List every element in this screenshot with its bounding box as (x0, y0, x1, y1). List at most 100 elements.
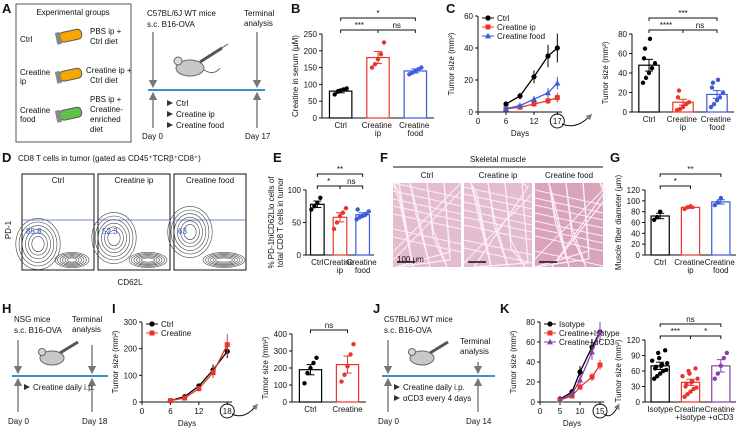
fiber-border (392, 190, 462, 261)
legend-label: Creatine ip (497, 23, 536, 32)
data-point (654, 214, 660, 220)
y-tick-label: 120 (627, 336, 641, 345)
x-tick-label: 12 (530, 117, 539, 126)
marker (224, 342, 230, 348)
box-title: Experimental groups (36, 8, 109, 17)
sig-bracket (339, 185, 364, 189)
sig-bracket (659, 185, 691, 189)
x-tick-label: 12 (194, 407, 203, 416)
fiber-border (473, 182, 529, 268)
contour (67, 257, 77, 263)
fiber-border (409, 182, 431, 268)
fiber-border (392, 190, 462, 207)
marker (577, 369, 583, 375)
y-tick-label: 40 (464, 44, 473, 53)
marker (554, 45, 560, 51)
data-point (372, 62, 378, 67)
data-point (331, 226, 337, 232)
x-tick-label: 10 (576, 407, 585, 416)
mice: NSG mice (14, 315, 51, 324)
contour (215, 257, 233, 263)
y-tick-label: 0 (313, 114, 318, 123)
data-point (664, 361, 670, 366)
sig-bracket (316, 173, 364, 177)
marker (503, 101, 509, 107)
fiber-border (392, 182, 462, 199)
sig-label: ns (696, 21, 704, 30)
marker (597, 362, 603, 368)
legend-label: Ctrl (161, 320, 174, 329)
fiber-border (392, 182, 414, 268)
panel-label: K (500, 301, 510, 316)
marker (589, 374, 595, 380)
data-point (655, 350, 661, 356)
fiber-border (551, 182, 607, 268)
marker (531, 74, 537, 80)
data-point (652, 61, 658, 66)
data-point (659, 362, 665, 367)
arm: αCD3 every 4 days (403, 394, 471, 403)
data-point (710, 80, 716, 85)
panel-label: J (373, 301, 380, 316)
y-tick-label: 60 (526, 338, 535, 347)
series-line (170, 344, 228, 402)
y-tick-label: 150 (304, 64, 318, 73)
y-tick-label: 80 (631, 208, 640, 217)
legend-label: Creatine food (497, 32, 545, 41)
data-point (355, 207, 360, 212)
fiber-border (463, 209, 533, 226)
data-point (315, 200, 320, 206)
marker (517, 102, 523, 108)
x-tick-label: 5 (558, 407, 563, 416)
contour (18, 221, 58, 267)
data-point (715, 200, 721, 205)
sig-label: * (327, 177, 330, 186)
y-tick-label: 60 (464, 12, 473, 21)
x-tick-label: Creatine +αCD3 (705, 405, 737, 422)
data-point (337, 213, 343, 219)
data-point (656, 355, 662, 361)
fiber-border (473, 182, 529, 268)
y-tick-label: 0 (133, 398, 138, 407)
gate-percent: 52.3 (102, 227, 118, 236)
sig-label: *** (678, 9, 687, 18)
fiber-border (565, 182, 587, 268)
contour (131, 253, 165, 267)
sig-bracket (316, 185, 341, 189)
y-tick-label: 200 (124, 345, 138, 354)
x-axis-label: Days (178, 419, 196, 428)
fiber-border (470, 182, 492, 268)
y-tick-label: 60 (631, 367, 640, 376)
connector (561, 113, 593, 127)
fiber-border (487, 182, 509, 268)
model: s.c. B16-OVA (14, 326, 63, 335)
fiber-border (548, 182, 570, 268)
data-point (653, 364, 659, 370)
data-point (309, 207, 314, 212)
data-point (649, 358, 655, 363)
data-point (646, 70, 652, 76)
tick-highlight (549, 113, 565, 129)
marker (547, 321, 553, 327)
sig-bracket (648, 29, 684, 33)
x-tick-label: 18 (223, 407, 232, 416)
terminal-label: Terminal analysis (244, 9, 276, 28)
y-tick-label: 80 (526, 318, 535, 327)
bullet (167, 122, 173, 128)
y-tick-label: 30 (631, 383, 640, 392)
contour (64, 256, 80, 264)
marker (531, 96, 537, 102)
fiber-border (463, 247, 533, 264)
data-point (649, 65, 655, 71)
plot-name: Creatine ip (115, 176, 154, 185)
legend-label: Creatine+αCD3 (559, 338, 615, 347)
y-tick-label: 50 (308, 97, 317, 106)
y-tick-label: 0 (283, 398, 288, 407)
fiber-border (463, 193, 533, 264)
start-day: Day 0 (378, 417, 399, 426)
end-day: Day 17 (245, 132, 271, 141)
contour (177, 216, 203, 248)
y-tick-label: 300 (274, 347, 288, 356)
y-tick-label: 100 (288, 186, 302, 195)
groups-box (15, 3, 132, 143)
